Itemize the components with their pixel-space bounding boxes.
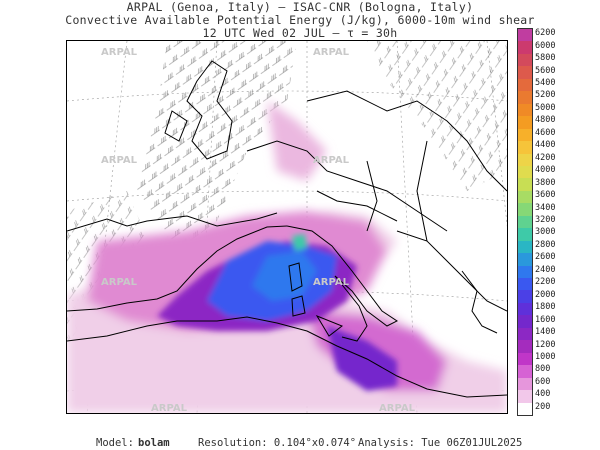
colorbar-label: 1000 bbox=[535, 351, 556, 362]
colorbar-segment bbox=[518, 265, 532, 279]
colorbar-label: 800 bbox=[535, 364, 551, 375]
colorbar-segment bbox=[518, 352, 532, 366]
colorbar-label: 400 bbox=[535, 389, 551, 400]
colorbar-segment bbox=[518, 116, 532, 130]
colorbar-label: 4400 bbox=[535, 140, 556, 151]
colorbar-label: 3800 bbox=[535, 177, 556, 188]
resolution-text: Resolution: 0.104°x0.074° bbox=[198, 437, 357, 449]
colorbar-segment bbox=[518, 29, 532, 42]
colorbar-label: 200 bbox=[535, 401, 551, 412]
cape-core bbox=[157, 234, 397, 391]
colorbar-segment bbox=[518, 377, 532, 391]
watermark: ARPAL bbox=[379, 403, 415, 414]
colorbar-label: 5600 bbox=[535, 65, 556, 76]
colorbar-label: 3200 bbox=[535, 215, 556, 225]
analysis-text: Analysis: Tue 06Z01JUL2025 bbox=[358, 437, 523, 449]
watermark: ARPAL bbox=[101, 155, 137, 166]
colorbar-segment bbox=[518, 240, 532, 254]
header-line-1: ARPAL (Genoa, Italy) — ISAC-CNR (Bologna… bbox=[126, 0, 474, 14]
colorbar-segment bbox=[518, 402, 532, 416]
colorbar-segment bbox=[518, 91, 532, 105]
colorbar-segment bbox=[518, 178, 532, 192]
colorbar-segment bbox=[518, 390, 532, 404]
colorbar-segment bbox=[518, 203, 532, 217]
colorbar-label: 4200 bbox=[535, 152, 556, 163]
colorbar-label: 1400 bbox=[535, 327, 556, 338]
colorbar-label: 1200 bbox=[535, 339, 556, 350]
colorbar-label: 6000 bbox=[535, 40, 556, 51]
colorbar-label: 2400 bbox=[535, 264, 556, 275]
watermark: ARPAL bbox=[313, 47, 349, 58]
watermark: ARPAL bbox=[313, 277, 349, 288]
colorbar-label: 2600 bbox=[535, 252, 556, 263]
colorbar-segment bbox=[518, 165, 532, 179]
colorbar-label: 3000 bbox=[535, 227, 556, 238]
colorbar-label: 5200 bbox=[535, 90, 556, 101]
colorbar-segment bbox=[518, 327, 532, 341]
colorbar-label: 5000 bbox=[535, 102, 556, 113]
colorbar-segment bbox=[518, 302, 532, 316]
colorbar-segment bbox=[518, 278, 532, 291]
watermark: ARPAL bbox=[151, 403, 187, 414]
colorbar-label: 4600 bbox=[535, 127, 556, 138]
colorbar-label: 4800 bbox=[535, 115, 556, 126]
colorbar-segment bbox=[518, 340, 532, 354]
colorbar-label: 6200 bbox=[535, 28, 556, 39]
watermark: ARPAL bbox=[101, 277, 137, 288]
colorbar-label: 5800 bbox=[535, 53, 556, 64]
header-line-2: Convective Available Potential Energy (J… bbox=[65, 13, 535, 27]
watermark: ARPAL bbox=[101, 47, 137, 58]
colorbar bbox=[517, 28, 533, 416]
colorbar-segment bbox=[518, 215, 532, 229]
model-label: Model: bbox=[96, 437, 134, 449]
colorbar-label: 5400 bbox=[535, 78, 556, 89]
colorbar-label: 3400 bbox=[535, 202, 556, 213]
colorbar-label: 4000 bbox=[535, 165, 556, 176]
colorbar-segment bbox=[518, 128, 532, 142]
colorbar-segment bbox=[518, 41, 532, 55]
watermark: ARPAL bbox=[313, 155, 349, 166]
colorbar-segment bbox=[518, 66, 532, 80]
colorbar-label: 1800 bbox=[535, 302, 556, 313]
colorbar-segment bbox=[518, 228, 532, 242]
colorbar-segment bbox=[518, 141, 532, 154]
colorbar-segment bbox=[518, 103, 532, 117]
colorbar-label: 2200 bbox=[535, 277, 556, 288]
cape-map: ARPAL ARPAL ARPAL ARPAL ARPAL ARPAL ARPA… bbox=[66, 40, 508, 414]
colorbar-segment bbox=[518, 153, 532, 167]
coastlines bbox=[67, 60, 507, 398]
map-canvas bbox=[67, 41, 507, 413]
colorbar-label: 1600 bbox=[535, 314, 556, 325]
colorbar-label: 600 bbox=[535, 376, 551, 387]
colorbar-segment bbox=[518, 365, 532, 379]
header-line-3: 12 UTC Wed 02 JUL — τ = 30h bbox=[202, 26, 398, 40]
model-value: bolam bbox=[138, 437, 170, 449]
colorbar-label: 2000 bbox=[535, 289, 556, 300]
colorbar-segment bbox=[518, 53, 532, 67]
colorbar-segment bbox=[518, 253, 532, 267]
colorbar-segment bbox=[518, 290, 532, 304]
colorbar-segment bbox=[518, 190, 532, 204]
colorbar-segment bbox=[518, 315, 532, 329]
colorbar-label: 3600 bbox=[535, 190, 556, 201]
colorbar-segment bbox=[518, 78, 532, 92]
colorbar-label: 2800 bbox=[535, 239, 556, 250]
